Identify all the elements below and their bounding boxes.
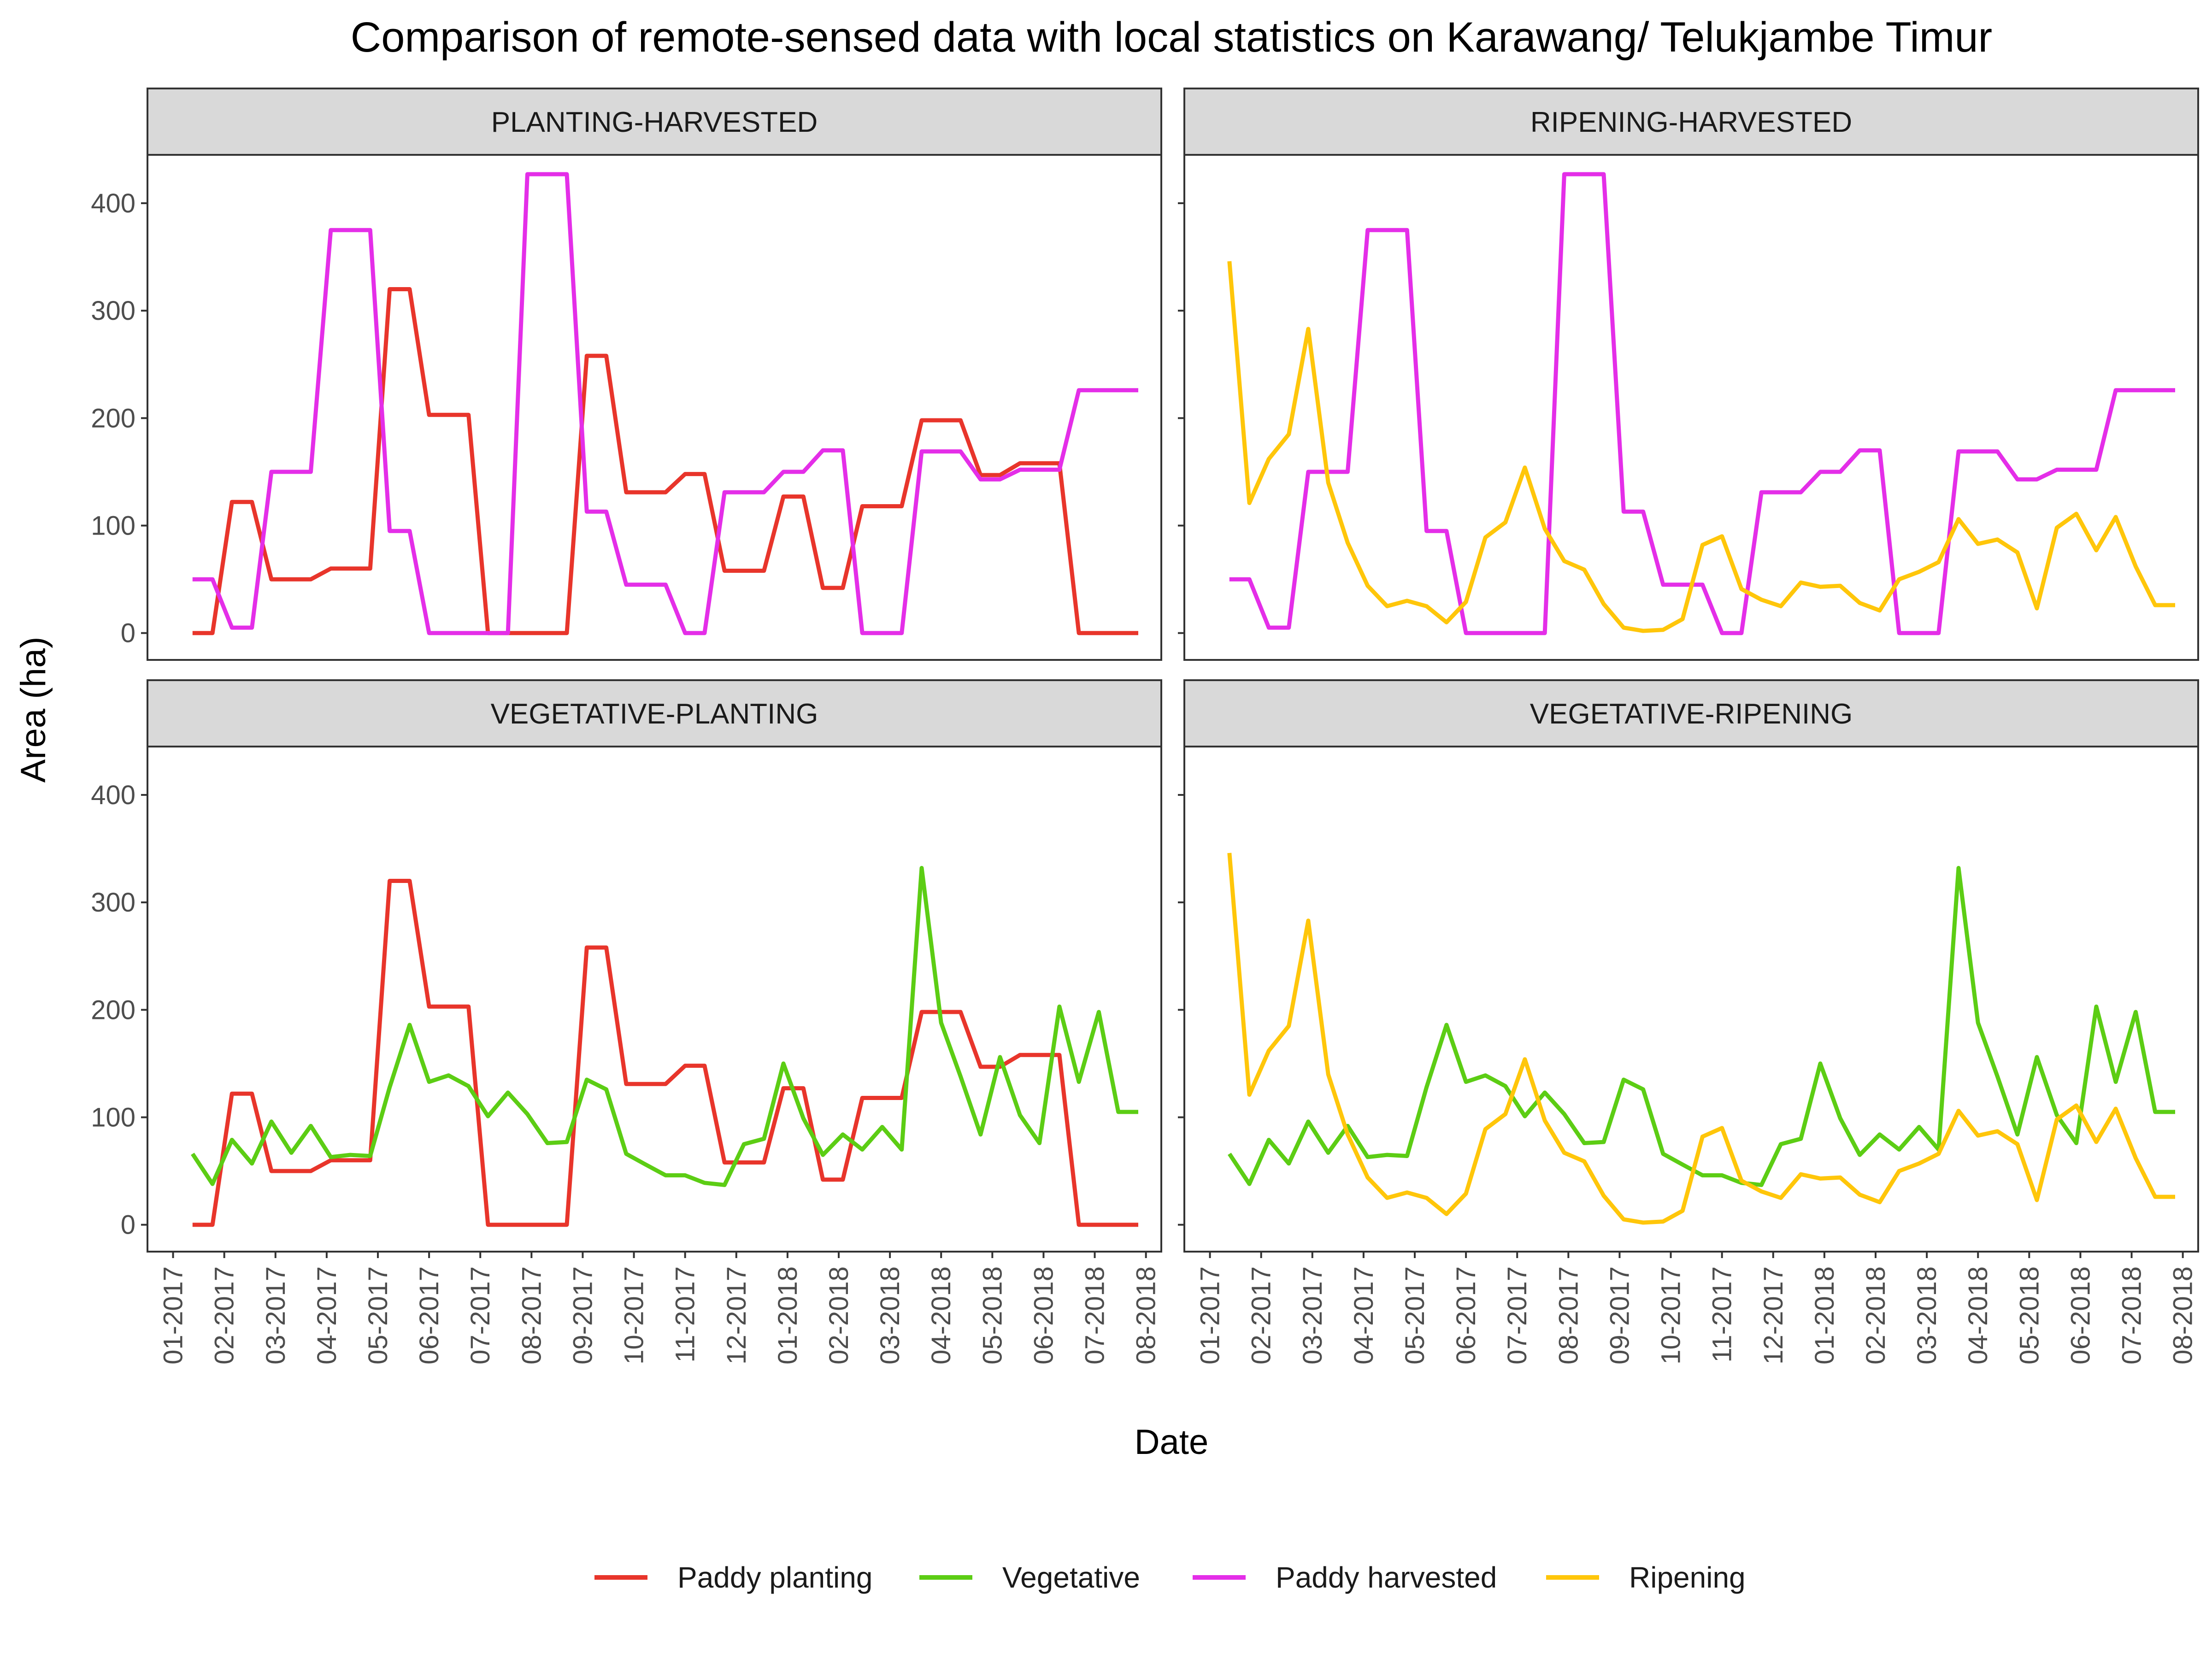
x-tick-label: 05-2017 (363, 1266, 393, 1365)
x-tick-label: 02-2017 (210, 1266, 240, 1365)
panel-planting-harvested: PLANTING-HARVESTED 0 100 200 300 400 (91, 88, 1162, 661)
panels-group: PLANTING-HARVESTED 0 100 200 300 400 RIPENING-… (91, 88, 2199, 1365)
y-tick-label: 200 (91, 403, 135, 433)
panel-ripening-harvested: RIPENING-HARVESTED (1178, 88, 2199, 661)
x-tick-label: 05-2018 (2014, 1266, 2044, 1365)
legend-label: Ripening (1629, 1561, 1746, 1594)
x-tick-label: 02-2018 (1861, 1266, 1891, 1365)
x-tick-label: 03-2018 (1912, 1266, 1942, 1365)
panel-strip-label: VEGETATIVE-PLANTING (491, 698, 818, 730)
x-tick-label: 04-2017 (1349, 1266, 1379, 1365)
x-tick-label: 01-2017 (159, 1266, 188, 1365)
y-tick-label: 400 (91, 780, 135, 810)
legend-item-vegetative: Vegetative (919, 1561, 1140, 1594)
x-tick-label: 09-2017 (1605, 1266, 1635, 1365)
x-tick-label: 02-2018 (824, 1266, 854, 1365)
x-tick-label: 01-2018 (773, 1266, 803, 1365)
panel-vegetative-ripening: VEGETATIVE-RIPENING 01-2017 02-2017 03-2017… (1178, 679, 2199, 1365)
legend: Paddy planting Vegetative Paddy harvested R… (594, 1561, 1746, 1594)
y-tick-label: 100 (91, 1103, 135, 1133)
chart-title: Comparison of remote-sensed data with lo… (351, 14, 1992, 61)
legend-label: Paddy planting (677, 1561, 872, 1594)
x-tick-label: 08-2017 (1553, 1266, 1583, 1365)
x-tick-label: 10-2017 (619, 1266, 649, 1365)
panel-strip-vegetative-planting (147, 679, 1162, 747)
panel-plot-area (147, 747, 1161, 1252)
x-tick-label: 07-2018 (2117, 1266, 2147, 1365)
x-tick-label: 04-2018 (1963, 1266, 1993, 1365)
x-tick-label: 07-2017 (465, 1266, 495, 1365)
x-tick-label: 03-2017 (1298, 1266, 1328, 1365)
series-line-paddy-harvested (192, 172, 1138, 635)
panel-border (147, 154, 1162, 661)
x-tick-label: 04-2018 (926, 1266, 956, 1365)
x-tick-label: 08-2017 (517, 1266, 547, 1365)
y-tick-label: 200 (91, 995, 135, 1025)
y-tick-label: 0 (121, 1210, 135, 1240)
panel-strip-label: PLANTING-HARVESTED (491, 106, 818, 138)
series-line-paddy-harvested (1229, 172, 2175, 635)
x-tick-label: 12-2017 (1759, 1266, 1788, 1365)
x-tick-label: 06-2017 (414, 1266, 444, 1365)
y-tick-label: 300 (91, 296, 135, 326)
legend-item-paddy-harvested: Paddy harvested (1193, 1561, 1497, 1594)
x-tick-label: 07-2018 (1080, 1266, 1110, 1365)
legend-label: Vegetative (1002, 1561, 1140, 1594)
x-axis-label: Date (1135, 1423, 1209, 1462)
x-tick-label: 05-2017 (1400, 1266, 1430, 1365)
x-tick-label: 06-2018 (2065, 1266, 2095, 1365)
x-tick-label: 08-2018 (2168, 1266, 2198, 1365)
panel-strip-planting-harvested (147, 88, 1162, 156)
series-line-vegetative (1228, 866, 2175, 1187)
panel-strip-ripening-harvested (1183, 88, 2199, 156)
x-tick-label: 06-2018 (1029, 1266, 1059, 1365)
x-tick-label: 01-2018 (1810, 1266, 1840, 1365)
series-line-paddy-planting (192, 287, 1138, 635)
x-tick-label: 03-2017 (261, 1266, 291, 1365)
x-tick-label: 12-2017 (722, 1266, 752, 1365)
series-line-ripening (1227, 261, 2175, 633)
x-tick-label: 10-2017 (1656, 1266, 1686, 1365)
x-tick-label: 05-2018 (977, 1266, 1007, 1365)
y-tick-label: 0 (121, 618, 135, 648)
panel-vegetative-planting: VEGETATIVE-PLANTING 0 100 200 300 400 01-2017 0… (91, 679, 1162, 1365)
panel-border (1183, 154, 2199, 661)
panel-border (147, 746, 1162, 1253)
series-line-vegetative (191, 866, 1138, 1187)
x-tick-label: 03-2018 (875, 1266, 905, 1365)
x-tick-label: 11-2017 (1707, 1266, 1737, 1363)
legend-item-ripening: Ripening (1546, 1561, 1746, 1594)
series-line-ripening (1227, 853, 2175, 1225)
x-tick-label: 01-2017 (1195, 1266, 1225, 1365)
panel-border (1183, 746, 2199, 1253)
series-line-paddy-planting (192, 879, 1138, 1227)
x-tick-label: 04-2017 (312, 1266, 342, 1365)
x-tick-label: 07-2017 (1502, 1266, 1532, 1365)
panel-strip-label: VEGETATIVE-RIPENING (1530, 698, 1853, 730)
y-tick-label: 300 (91, 888, 135, 918)
panel-strip-label: RIPENING-HARVESTED (1530, 106, 1852, 138)
x-tick-label: 09-2017 (568, 1266, 598, 1365)
legend-item-paddy-planting: Paddy planting (594, 1561, 872, 1594)
x-tick-label: 08-2018 (1131, 1266, 1161, 1365)
y-tick-label: 400 (91, 188, 135, 218)
x-tick-label: 02-2017 (1247, 1266, 1277, 1365)
y-axis-label: Area (ha) (14, 637, 53, 783)
x-tick-label: 11-2017 (671, 1266, 700, 1363)
x-tick-label: 06-2017 (1451, 1266, 1481, 1365)
y-tick-label: 100 (91, 511, 135, 541)
legend-label: Paddy harvested (1276, 1561, 1497, 1594)
